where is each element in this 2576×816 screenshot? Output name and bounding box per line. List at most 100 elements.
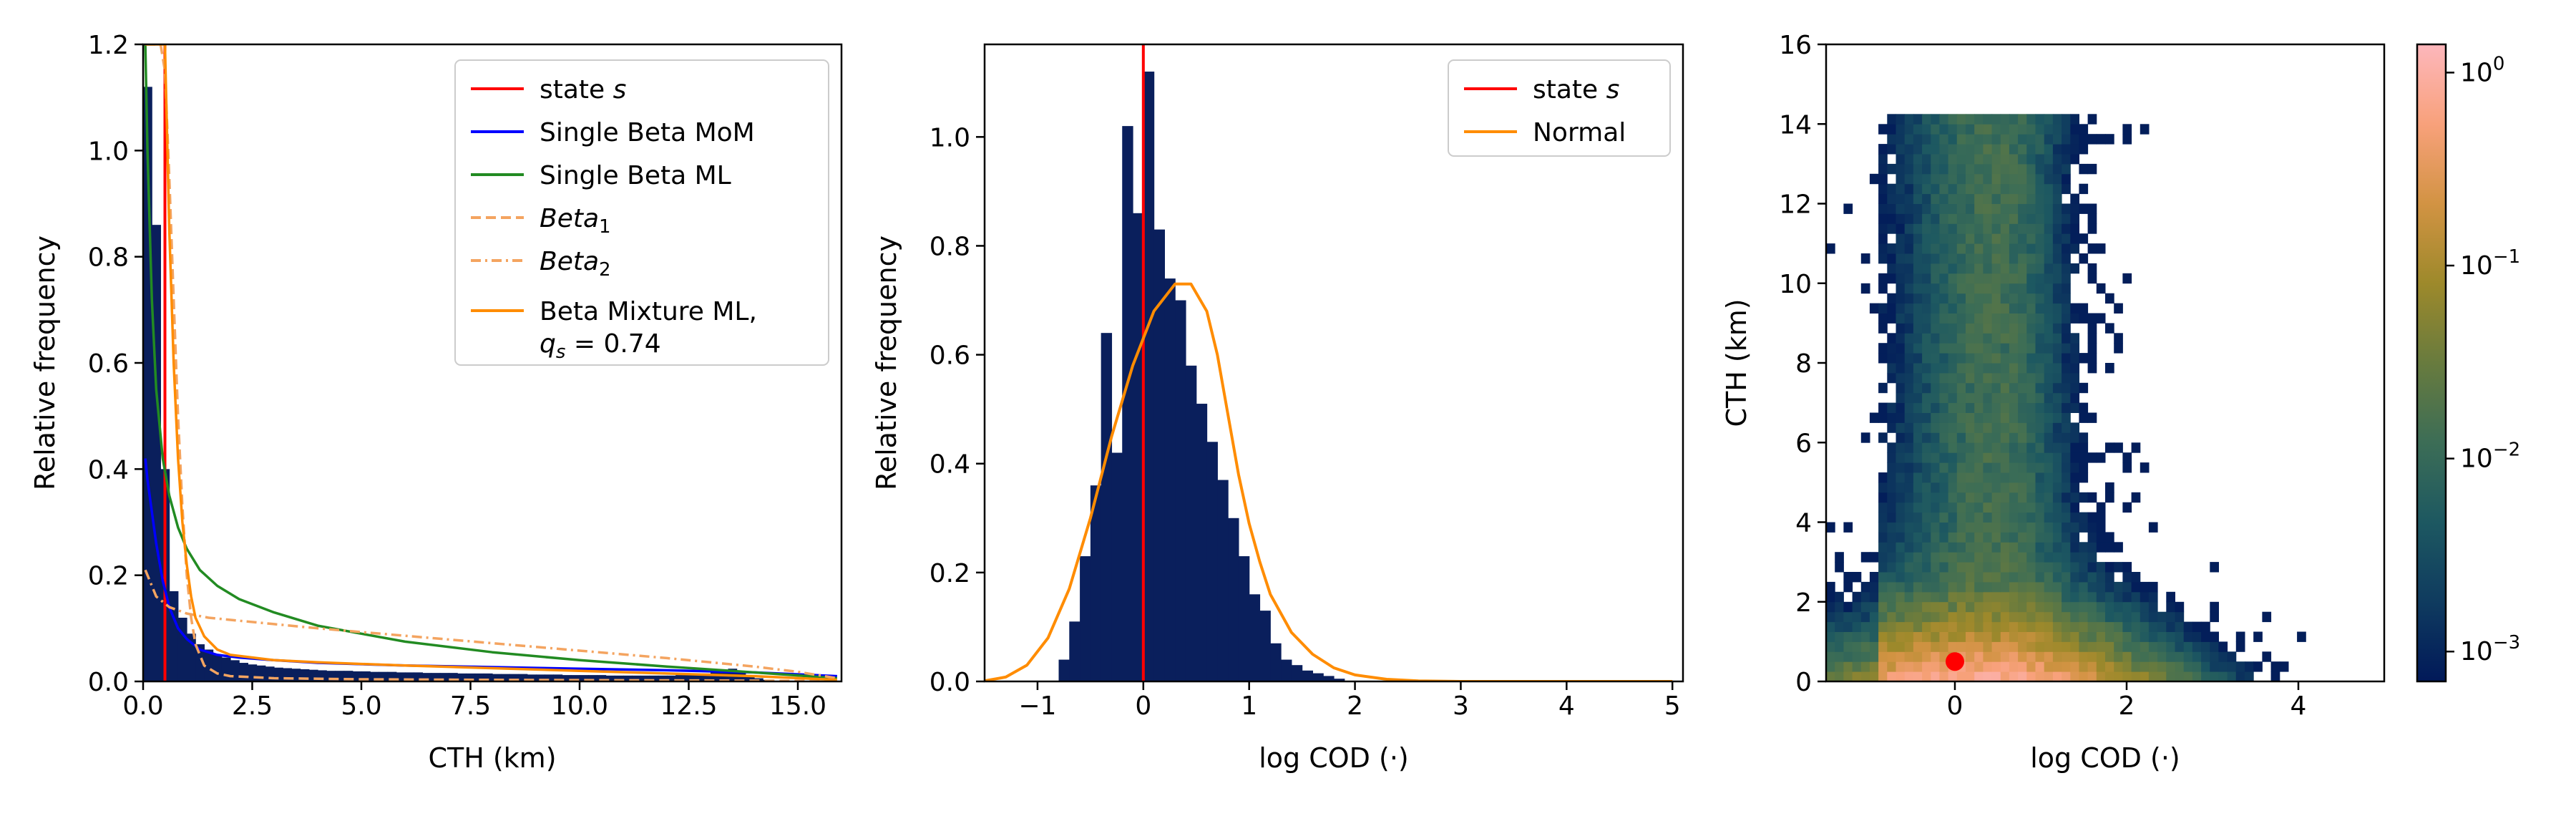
heatmap-cell [2096,651,2106,662]
heatmap-cell [1931,641,1940,652]
heatmap-cell [1931,283,1940,294]
heatmap-cell [2035,154,2045,165]
heatmap-cell [2044,193,2054,204]
heatmap-cell [1904,532,1914,543]
heatmap-cell [2087,512,2097,523]
heatmap-cell [2062,671,2071,681]
heatmap-cell [1948,542,1958,553]
histogram-bar [1069,621,1080,681]
heatmap-cell [2052,661,2062,672]
legend-label-0: state s [1533,75,1619,105]
heatmap-cell [2062,512,2071,523]
histogram-bar [640,675,650,681]
heatmap-cell [2114,591,2123,603]
heatmap-cell [2105,542,2114,553]
heatmap-cell [2026,402,2036,413]
y-tick-label: 0.0 [930,668,970,697]
heatmap-cell [1931,392,1940,404]
heatmap-cell [2026,233,2036,244]
heatmap-cell [1966,452,1975,463]
heatmap-cell [2062,482,2071,493]
heatmap-cell [1983,382,1993,394]
heatmap-cell [2000,621,2010,632]
heatmap-cell [2105,323,2114,334]
heatmap-cell [2114,562,2123,573]
heatmap-cell [1948,353,1958,364]
heatmap-cell [2052,163,2062,175]
heatmap-cell [1878,552,1888,563]
heatmap-cell [1887,114,1896,125]
heatmap-cell [1939,581,1949,593]
heatmap-cell [1974,522,1984,533]
heatmap-cell [1991,651,2001,662]
heatmap-cell [1966,671,1975,681]
heatmap-cell [2026,392,2036,404]
heatmap-cell [2087,452,2097,463]
heatmap-cell [2018,154,2027,165]
y-tick-label: 16 [1779,31,1812,60]
heatmap-cell [1860,581,1870,593]
heatmap-cell [2062,621,2071,632]
heatmap-cell [1966,343,1975,354]
heatmap-cell [2070,591,2079,603]
heatmap-cell [1956,193,1966,204]
heatmap-cell [1931,114,1940,125]
heatmap-cell [1913,422,1923,433]
heatmap-cell [2062,591,2071,603]
heatmap-cell [1913,462,1923,473]
heatmap-cell [1896,452,1906,463]
heatmap-cell [2122,631,2132,642]
heatmap-cell [2079,183,2089,195]
heatmap-cell [1974,193,1984,204]
heatmap-cell [2018,333,2027,344]
heatmap-cell [1913,621,1923,632]
heatmap-cell [1843,581,1853,593]
heatmap-cell [1896,601,1906,613]
heatmap-cell [1922,333,1931,344]
heatmap-cell [2166,631,2175,642]
heatmap-cell [2052,492,2062,503]
heatmap-cell [2114,542,2123,553]
heatmap-cell [1948,472,1958,483]
heatmap-cell [1922,343,1931,354]
heatmap-cell [1913,392,1923,404]
heatmap-cell [1904,671,1914,681]
heatmap-cell [2018,621,2027,632]
heatmap-cell [1904,223,1914,234]
heatmap-cell [1974,114,1984,125]
heatmap-cell [1966,502,1975,513]
panel1-y-ticks: 0.00.20.40.60.81.01.2 [88,31,143,697]
heatmap-cell [2235,671,2245,681]
histogram-bar [152,225,161,681]
heatmap-cell [2000,651,2010,662]
heatmap-cell [1956,542,1966,553]
heatmap-cell [1904,382,1914,394]
heatmap-cell [2026,532,2036,543]
legend-label-4: Beta2 [540,247,611,281]
heatmap-cell [1896,671,1906,681]
heatmap-cell [2026,552,2036,563]
heatmap-cell [2062,472,2071,483]
heatmap-cell [2062,572,2071,583]
heatmap-cell [1878,402,1888,413]
heatmap-cell [2105,621,2114,632]
heatmap-cell [1860,651,1870,662]
heatmap-cell [2070,641,2079,652]
panel2-x-ticks: −1 0 1 2 3 4 5 [1018,681,1681,721]
heatmap-cell [2087,562,2097,573]
heatmap-cell [2026,173,2036,185]
heatmap-cell [2000,263,2010,274]
heatmap-cell [1991,502,2001,513]
heatmap-cell [1904,213,1914,224]
heatmap-cell [1826,581,1835,593]
heatmap-cell [2000,124,2010,135]
heatmap-cell [2018,353,2027,364]
heatmap-cell [1939,542,1949,553]
heatmap-cell [1991,492,2001,503]
heatmap-cell [2035,114,2045,125]
heatmap-cell [1922,472,1931,483]
heatmap-cell [1878,472,1888,483]
heatmap-cell [1974,512,1984,523]
heatmap-cell [2140,631,2150,642]
